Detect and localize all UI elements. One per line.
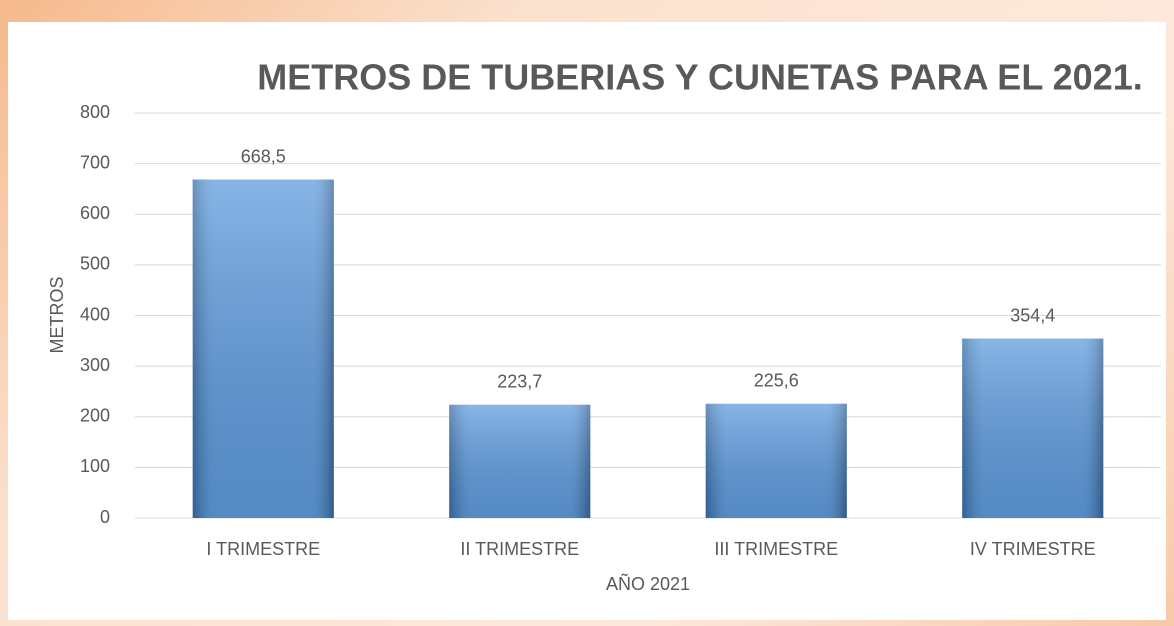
y-tick-label: 300 bbox=[80, 355, 110, 375]
y-tick-label: 700 bbox=[80, 152, 110, 172]
y-tick-label: 200 bbox=[80, 406, 110, 426]
x-tick-label: IV TRIMESTRE bbox=[970, 539, 1096, 559]
x-tick-label: I TRIMESTRE bbox=[206, 539, 320, 559]
y-tick-label: 800 bbox=[80, 102, 110, 122]
data-label: 354,4 bbox=[1010, 305, 1055, 325]
x-tick-label: II TRIMESTRE bbox=[460, 539, 579, 559]
y-tick-label: 500 bbox=[80, 254, 110, 274]
chart-panel bbox=[8, 22, 1166, 620]
y-tick-label: 100 bbox=[80, 456, 110, 476]
y-tick-label: 0 bbox=[100, 507, 110, 527]
chart-title: METROS DE TUBERIAS Y CUNETAS PARA EL 202… bbox=[257, 57, 1143, 98]
bar-shading bbox=[962, 338, 1104, 518]
data-label: 668,5 bbox=[241, 146, 286, 166]
data-label: 223,7 bbox=[497, 372, 542, 392]
bar-shading bbox=[192, 179, 334, 518]
y-axis-label: METROS bbox=[47, 276, 67, 353]
x-axis-label: AÑO 2021 bbox=[606, 573, 690, 594]
x-tick-label: III TRIMESTRE bbox=[714, 539, 838, 559]
data-label: 225,6 bbox=[754, 371, 799, 391]
bar-shading bbox=[705, 403, 847, 518]
y-tick-label: 600 bbox=[80, 203, 110, 223]
bar-shading bbox=[449, 404, 591, 518]
y-tick-label: 400 bbox=[80, 304, 110, 324]
